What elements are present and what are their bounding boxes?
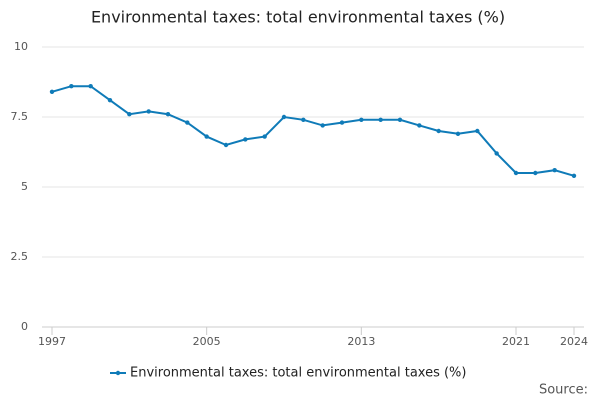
point [88, 84, 93, 89]
point [359, 117, 364, 123]
point [107, 98, 113, 103]
legend-marker [115, 370, 121, 376]
point [320, 123, 325, 128]
point [475, 128, 480, 134]
point [513, 170, 519, 176]
y-tick-label: 10 [14, 40, 28, 53]
y-tick-label: 0 [21, 320, 28, 333]
legend-label: Environmental taxes: total environmental… [130, 366, 466, 381]
point [262, 134, 267, 139]
y-tick-label: 7.5 [11, 110, 29, 123]
point [127, 112, 132, 117]
source: Source: [539, 383, 588, 398]
line [51, 85, 575, 177]
point [417, 123, 422, 128]
point [185, 120, 190, 125]
point [378, 117, 383, 123]
point [436, 128, 441, 134]
point [494, 151, 499, 156]
x-tick-label: 2005 [193, 335, 221, 348]
chart-title: Environmental taxes: total environmental… [91, 8, 505, 27]
point [533, 170, 538, 176]
point [301, 117, 306, 123]
point [397, 117, 403, 123]
x-tick-label: 1997 [38, 335, 66, 348]
point [552, 168, 557, 173]
x-tick-label: 2021 [502, 335, 530, 348]
point [223, 142, 229, 148]
point [49, 89, 55, 95]
point [339, 120, 345, 125]
point [204, 134, 209, 139]
point [69, 84, 74, 89]
point [243, 137, 248, 142]
y-tick-label: 5 [21, 180, 28, 193]
x-tick-label: 2013 [347, 335, 375, 348]
point [571, 173, 577, 178]
point [281, 114, 287, 120]
x-tick-label: 2024 [560, 335, 588, 348]
point [146, 109, 151, 114]
point [455, 131, 461, 136]
y-tick-label: 2.5 [11, 250, 29, 263]
point [165, 112, 171, 117]
